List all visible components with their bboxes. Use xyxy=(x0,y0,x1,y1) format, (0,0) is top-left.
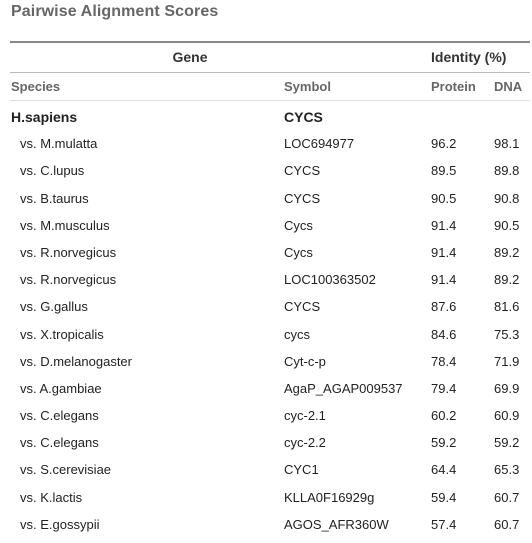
dna-identity-cell: 89.8 xyxy=(494,163,520,179)
species-cell: vs. M.mulatta xyxy=(20,136,98,152)
protein-identity-cell: 91.4 xyxy=(431,244,457,260)
species-cell: vs. X.tropicalis xyxy=(20,326,104,342)
reference-species: H.sapiens xyxy=(11,109,78,125)
dna-identity-cell: 69.9 xyxy=(494,380,520,396)
species-cell: vs. E.gossypii xyxy=(20,516,100,532)
dna-identity-cell: 98.1 xyxy=(494,136,520,152)
dna-identity-cell: 90.5 xyxy=(494,217,520,233)
table-top-rule xyxy=(10,41,530,43)
table-row: vs. M.musculus Cycs 91.4 90.5 xyxy=(0,212,532,239)
protein-identity-cell: 79.4 xyxy=(431,380,457,396)
symbol-cell: AgaP_AGAP009537 xyxy=(284,380,403,396)
species-cell: vs. C.elegans xyxy=(20,408,99,424)
symbol-cell: CYCS xyxy=(284,190,321,206)
table-row: vs. M.mulatta LOC694977 96.2 98.1 xyxy=(0,130,532,157)
protein-identity-cell: 60.2 xyxy=(431,408,457,424)
species-cell: vs. C.lupus xyxy=(20,163,85,179)
protein-identity-cell: 96.2 xyxy=(431,136,457,152)
symbol-cell: LOC100363502 xyxy=(284,272,376,288)
species-cell: vs. A.gambiae xyxy=(20,380,102,396)
symbol-cell: CYC1 xyxy=(284,462,319,478)
dna-identity-cell: 65.3 xyxy=(494,462,520,478)
table-row: vs. X.tropicalis cycs 84.6 75.3 xyxy=(0,321,532,348)
species-cell: vs. D.melanogaster xyxy=(20,353,132,369)
dna-identity-cell: 75.3 xyxy=(494,326,520,342)
dna-identity-cell: 60.7 xyxy=(494,516,520,532)
protein-identity-cell: 84.6 xyxy=(431,326,457,342)
symbol-cell: LOC694977 xyxy=(284,136,355,152)
table-row: vs. C.lupus CYCS 89.5 89.8 xyxy=(0,157,532,184)
species-cell: vs. M.musculus xyxy=(20,217,110,233)
protein-identity-cell: 91.4 xyxy=(431,217,457,233)
subheader-divider xyxy=(10,100,530,101)
symbol-cell: Cycs xyxy=(284,244,313,260)
species-cell: vs. B.taurus xyxy=(20,190,89,206)
reference-row: H.sapiens CYCS xyxy=(0,103,532,130)
protein-identity-cell: 90.5 xyxy=(431,190,457,206)
table-row: vs. C.elegans cyc-2.2 59.2 59.2 xyxy=(0,429,532,456)
species-cell: vs. R.norvegicus xyxy=(20,244,117,260)
species-cell: vs. K.lactis xyxy=(20,489,83,505)
alignment-table-body: H.sapiens CYCS vs. M.mulatta LOC694977 96.… xyxy=(0,103,532,538)
dna-identity-cell: 90.8 xyxy=(494,190,520,206)
gene-group-header: Gene xyxy=(172,49,208,65)
protein-identity-cell: 78.4 xyxy=(431,353,457,369)
dna-identity-cell: 60.9 xyxy=(494,408,520,424)
identity-group-header: Identity (%) xyxy=(431,49,507,65)
symbol-cell: cyc-2.2 xyxy=(284,435,326,451)
table-row: vs. E.gossypii AGOS_AFR360W 57.4 60.7 xyxy=(0,511,532,538)
symbol-cell: cyc-2.1 xyxy=(284,408,326,424)
table-row: vs. G.gallus CYCS 87.6 81.6 xyxy=(0,293,532,320)
protein-identity-cell: 64.4 xyxy=(431,462,457,478)
protein-identity-cell: 87.6 xyxy=(431,299,457,315)
dna-identity-cell: 81.6 xyxy=(494,299,520,315)
dna-identity-cell: 89.2 xyxy=(494,244,520,260)
column-header-protein: Protein xyxy=(431,79,476,94)
species-cell: vs. S.cerevisiae xyxy=(20,462,112,478)
symbol-cell: CYCS xyxy=(284,299,321,315)
reference-symbol: CYCS xyxy=(284,109,323,125)
protein-identity-cell: 59.2 xyxy=(431,435,457,451)
symbol-cell: Cyt-c-p xyxy=(284,353,326,369)
table-row: vs. D.melanogaster Cyt-c-p 78.4 71.9 xyxy=(0,348,532,375)
table-row: vs. C.elegans cyc-2.1 60.2 60.9 xyxy=(0,402,532,429)
table-row: vs. R.norvegicus Cycs 91.4 89.2 xyxy=(0,239,532,266)
dna-identity-cell: 89.2 xyxy=(494,272,520,288)
symbol-cell: cycs xyxy=(284,326,310,342)
protein-identity-cell: 89.5 xyxy=(431,163,457,179)
dna-identity-cell: 59.2 xyxy=(494,435,520,451)
symbol-cell: Cycs xyxy=(284,217,313,233)
table-row: vs. B.taurus CYCS 90.5 90.8 xyxy=(0,185,532,212)
protein-identity-cell: 57.4 xyxy=(431,516,457,532)
table-row: vs. K.lactis KLLA0F16929g 59.4 60.7 xyxy=(0,484,532,511)
table-row: vs. R.norvegicus LOC100363502 91.4 89.2 xyxy=(0,266,532,293)
column-header-dna: DNA xyxy=(494,79,523,94)
species-cell: vs. G.gallus xyxy=(20,299,88,315)
protein-identity-cell: 59.4 xyxy=(431,489,457,505)
symbol-cell: AGOS_AFR360W xyxy=(284,516,389,532)
dna-identity-cell: 71.9 xyxy=(494,353,520,369)
symbol-cell: KLLA0F16929g xyxy=(284,489,375,505)
symbol-cell: CYCS xyxy=(284,163,321,179)
species-cell: vs. C.elegans xyxy=(20,435,99,451)
protein-identity-cell: 91.4 xyxy=(431,272,457,288)
table-row: vs. S.cerevisiae CYC1 64.4 65.3 xyxy=(0,456,532,483)
column-header-species: Species xyxy=(11,79,61,94)
species-cell: vs. R.norvegicus xyxy=(20,272,117,288)
table-row: vs. A.gambiae AgaP_AGAP009537 79.4 69.9 xyxy=(0,375,532,402)
header-divider xyxy=(10,72,530,73)
dna-identity-cell: 60.7 xyxy=(494,489,520,505)
column-header-symbol: Symbol xyxy=(284,79,331,94)
page-title: Pairwise Alignment Scores xyxy=(11,3,219,20)
